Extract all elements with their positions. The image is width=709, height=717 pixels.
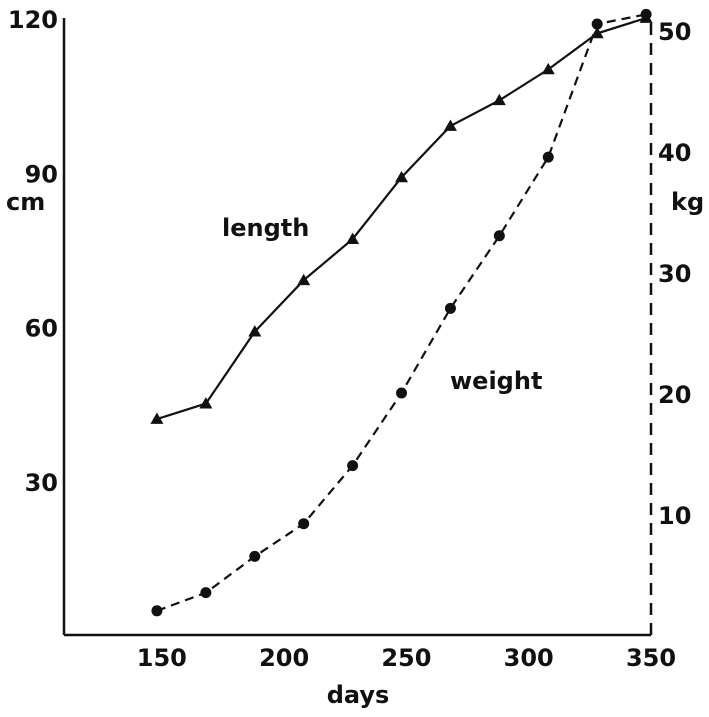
data-point-length: [492, 93, 506, 106]
series-label-weight: weight: [450, 367, 542, 395]
x-tick-label: 350: [626, 644, 676, 672]
data-point-length: [199, 397, 213, 409]
y-left-tick-label: 120: [8, 6, 58, 34]
data-point-weight: [591, 18, 603, 30]
x-tick-label: 150: [137, 644, 187, 672]
x-tick-labels: 150 200 250 300 350: [137, 644, 676, 672]
data-point-length: [248, 325, 262, 337]
y-right-tick-label: 40: [658, 139, 691, 167]
y-right-tick-label: 30: [658, 260, 691, 288]
data-point-length: [150, 412, 164, 424]
data-point-weight: [542, 151, 554, 163]
data-point-weight: [200, 587, 212, 599]
x-tick-label: 250: [381, 644, 431, 672]
y-right-axis-label: kg: [671, 188, 704, 216]
y-right-tick-label: 10: [658, 502, 691, 530]
series-weight: [151, 8, 652, 617]
data-point-weight: [249, 550, 261, 562]
x-tick-label: 200: [259, 644, 309, 672]
data-point-length: [346, 232, 360, 244]
y-right-tick-label: 50: [658, 18, 691, 46]
series-label-length: length: [222, 214, 309, 242]
data-point-weight: [347, 460, 359, 472]
data-point-weight: [151, 605, 163, 617]
data-point-weight: [298, 518, 310, 530]
series-line-weight: [156, 13, 647, 612]
data-point-length: [297, 273, 311, 286]
y-left-tick-labels: 30 60 90 120: [8, 6, 58, 497]
data-point-weight: [396, 387, 408, 399]
y-right-tick-labels: 10 20 30 40 50: [658, 18, 691, 530]
data-point-length: [541, 62, 555, 75]
axes: [62, 18, 653, 637]
x-axis-label: days: [327, 681, 390, 709]
x-tick-label: 300: [504, 644, 554, 672]
data-point-weight: [493, 230, 505, 242]
y-left-tick-label: 90: [25, 160, 58, 188]
y-right-tick-label: 20: [658, 381, 691, 409]
data-point-weight: [444, 302, 456, 314]
data-point-weight: [640, 8, 652, 20]
data-point-length: [395, 170, 409, 183]
y-left-tick-label: 30: [25, 469, 58, 497]
data-point-length: [443, 119, 457, 131]
y-left-tick-label: 60: [25, 315, 58, 343]
y-left-axis-label: cm: [6, 188, 45, 216]
